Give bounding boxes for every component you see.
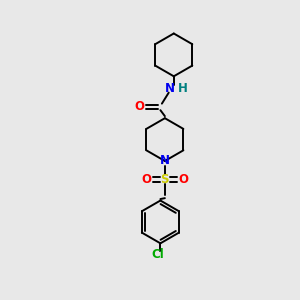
Text: N: N [160, 154, 170, 167]
Text: H: H [178, 82, 188, 95]
Text: N: N [165, 82, 175, 95]
Text: S: S [160, 173, 169, 186]
Text: O: O [134, 100, 144, 113]
Text: Cl: Cl [152, 248, 164, 261]
Text: O: O [141, 173, 152, 186]
Text: O: O [178, 173, 188, 186]
